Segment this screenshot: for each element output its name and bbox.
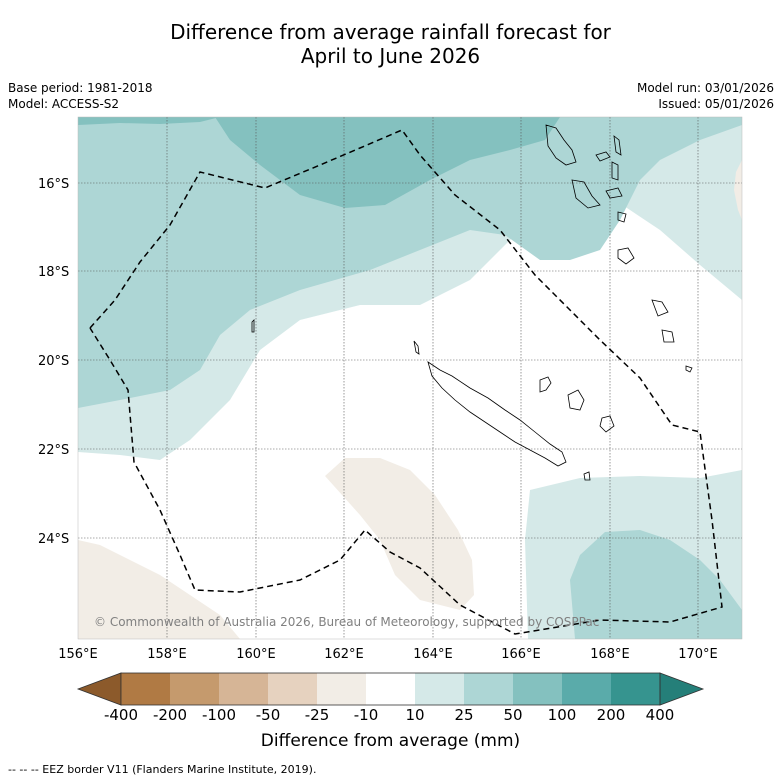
colorbar-tick: 50 — [503, 706, 522, 724]
lon-label-156: 156°E — [58, 647, 98, 662]
colorbar-tick: 200 — [597, 706, 626, 724]
colorbar-tick: -200 — [153, 706, 187, 724]
lon-label-170: 170°E — [678, 647, 718, 662]
vanuatu-malekula — [571, 179, 601, 209]
rain-anomaly-50-100-top-left — [78, 117, 220, 125]
colorbar-bin — [219, 673, 268, 705]
lon-label-160: 160°E — [236, 647, 276, 662]
lat-label-16: 16°S — [38, 177, 69, 192]
colorbar-tick: 400 — [646, 706, 675, 724]
map-frame — [77, 116, 743, 640]
coastline — [251, 124, 693, 481]
colorbar: -400 -200 -100 -50 -25 -10 10 25 50 100 … — [76, 672, 705, 724]
rain-anomaly-minus25-minus10-east — [734, 160, 742, 220]
walpole-island — [685, 365, 693, 373]
vanuatu-maewo — [613, 135, 622, 156]
colorbar-tick: 25 — [454, 706, 473, 724]
title-line-1: Difference from average rainfall forecas… — [170, 20, 611, 44]
vanuatu-erromango — [617, 247, 635, 265]
colorbar-tick: -25 — [305, 706, 330, 724]
colorbar-bin — [513, 673, 562, 705]
vanuatu-aneityum — [661, 329, 675, 343]
mare-island — [599, 415, 615, 433]
colorbar-label: Difference from average (mm) — [260, 731, 521, 751]
rain-anomaly-minus25-minus10-southwest — [78, 540, 240, 639]
colorbar-extend-low — [76, 672, 122, 706]
copyright-text: © Commonwealth of Australia 2026, Bureau… — [94, 615, 599, 629]
rain-anomaly-25-50 — [78, 117, 742, 408]
vanuatu-efate — [617, 211, 627, 223]
colorbar-bin — [464, 673, 513, 705]
lon-label-164: 164°E — [413, 647, 453, 662]
colorbar-bin — [415, 673, 464, 705]
issued-date: Issued: 05/01/2026 — [658, 97, 774, 111]
vanuatu-ambae — [595, 151, 611, 162]
graticule — [78, 117, 742, 639]
colorbar-bin — [170, 673, 219, 705]
isle-of-pines — [583, 471, 591, 481]
lon-label-158: 158°E — [147, 647, 187, 662]
lon-label-168: 168°E — [590, 647, 630, 662]
vanuatu-ambrym — [605, 187, 623, 199]
lon-label-166: 166°E — [501, 647, 541, 662]
rain-anomaly-minus25-minus10-central — [325, 458, 474, 610]
colorbar-tick: 10 — [405, 706, 424, 724]
map-area: © Commonwealth of Australia 2026, Bureau… — [78, 117, 742, 639]
vanuatu-tanna — [651, 299, 669, 317]
colorbar-bins — [121, 673, 660, 705]
new-caledonia-main-island — [427, 361, 567, 467]
meta-right: Model run: 03/01/2026 Issued: 05/01/2026 — [637, 80, 774, 112]
lat-label-22: 22°S — [38, 443, 69, 458]
chesterfield-reef — [251, 319, 255, 333]
vanuatu-pentecost — [611, 161, 619, 181]
colorbar-tick: -400 — [104, 706, 138, 724]
meta-left: Base period: 1981-2018 Model: ACCESS-S2 — [8, 80, 153, 112]
colorbar-bin — [611, 673, 660, 705]
model-name: Model: ACCESS-S2 — [8, 97, 120, 111]
colorbar-tick: -100 — [202, 706, 236, 724]
colorbar-tick: 100 — [548, 706, 577, 724]
colorbar-bin — [317, 673, 366, 705]
vanuatu-espiritu-santo — [545, 124, 577, 166]
colorbar-bin — [366, 673, 415, 705]
rain-anomaly-50-100 — [215, 117, 560, 208]
ouvea-island — [539, 376, 552, 393]
base-period: Base period: 1981-2018 — [8, 81, 153, 95]
lat-label-24: 24°S — [38, 532, 69, 547]
colorbar-tick: -10 — [354, 706, 379, 724]
colorbar-bin — [268, 673, 317, 705]
colorbar-bin — [121, 673, 170, 705]
chart-title: Difference from average rainfall forecas… — [0, 20, 781, 68]
lon-label-162: 162°E — [324, 647, 364, 662]
colorbar-tick: -50 — [256, 706, 281, 724]
belep-island — [413, 340, 420, 355]
colorbar-outline — [120, 672, 661, 706]
colorbar-extend-high — [659, 672, 705, 706]
lat-label-18: 18°S — [38, 265, 69, 280]
rain-anomaly-25-50-southeast — [570, 530, 742, 639]
model-run: Model run: 03/01/2026 — [636, 81, 774, 95]
title-line-2: April to June 2026 — [300, 44, 481, 68]
colorbar-bin — [562, 673, 611, 705]
lifou-island — [567, 389, 585, 411]
lat-label-20: 20°S — [38, 354, 69, 369]
eez-footnote: -- -- -- EEZ border V11 (Flanders Marine… — [8, 763, 317, 776]
